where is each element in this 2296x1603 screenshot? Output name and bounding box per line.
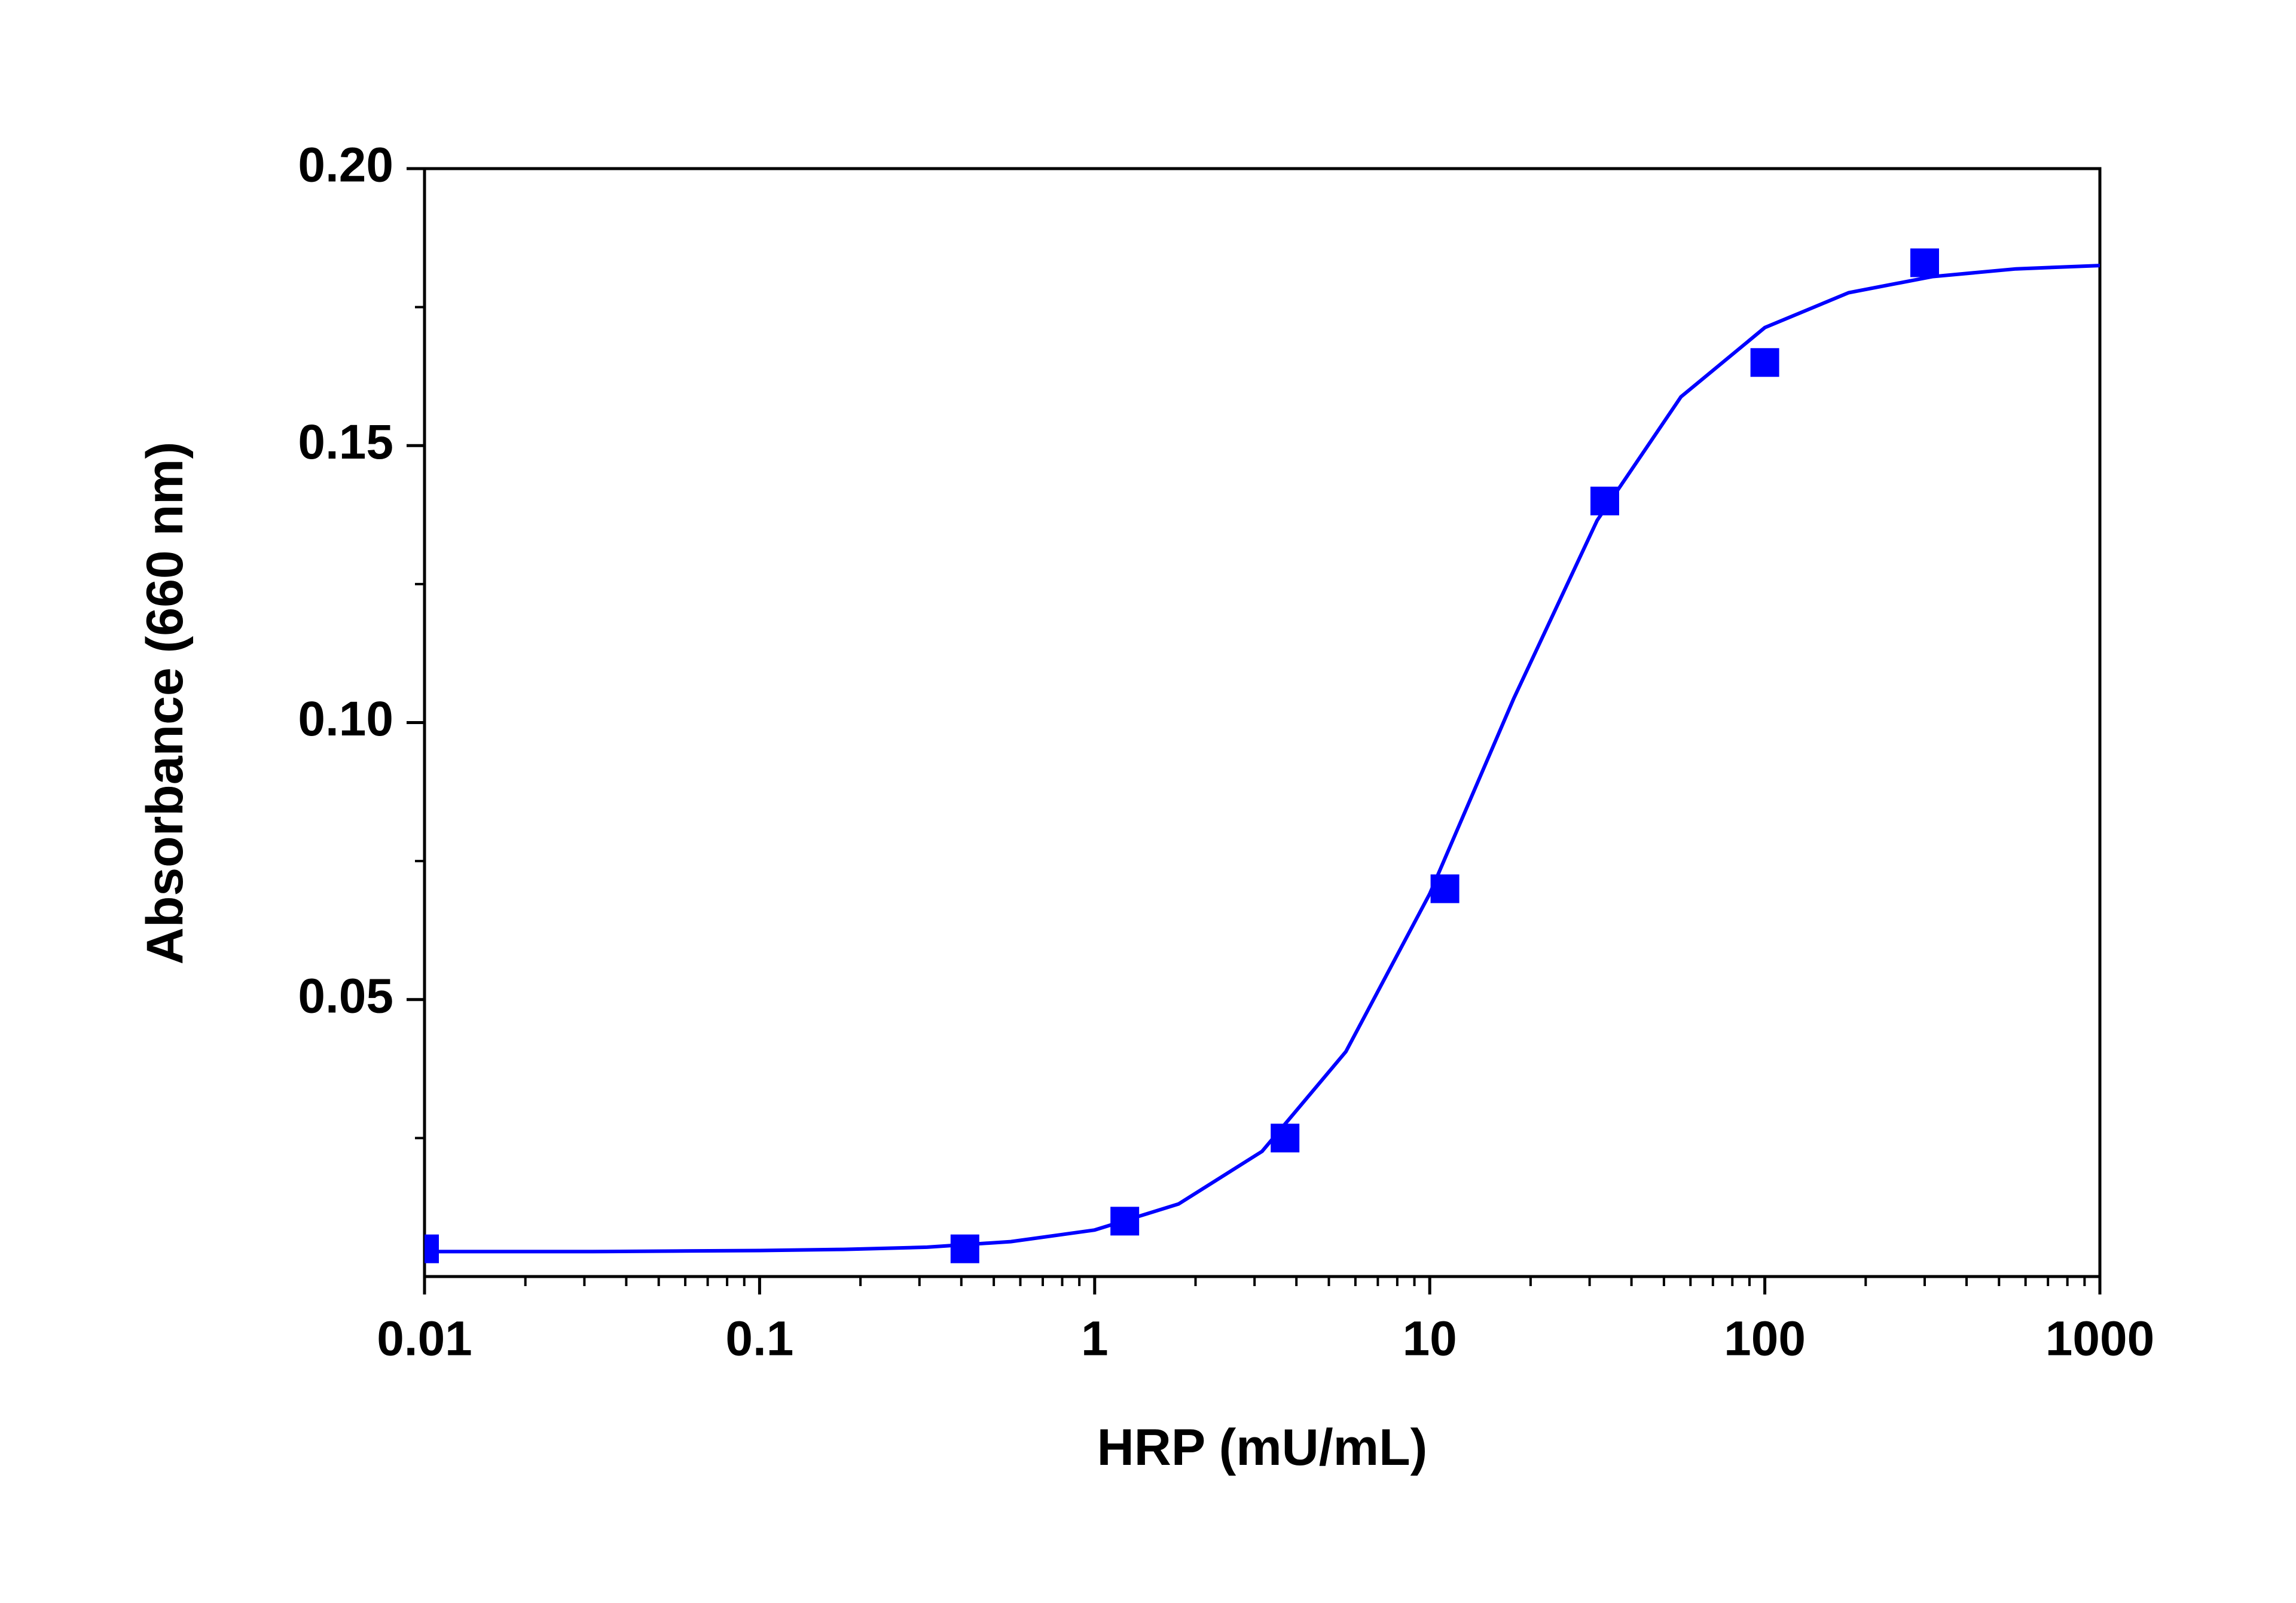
x-tick-label: 1: [1081, 1312, 1109, 1366]
data-point: [950, 1234, 979, 1263]
y-tick-label: 0.20: [298, 138, 393, 193]
data-point: [1750, 348, 1779, 377]
x-tick-label: 1000: [2045, 1312, 2154, 1366]
x-tick-label: 0.01: [377, 1312, 472, 1366]
x-tick-label: 10: [1403, 1312, 1457, 1366]
y-tick-label: 0.05: [298, 969, 393, 1023]
y-tick-label: 0.15: [298, 415, 393, 469]
y-axis-title: Absorbance (660 nm): [136, 442, 194, 965]
fit-curve: [425, 264, 2100, 1254]
y-tick-label: 0.10: [298, 692, 393, 746]
data-point: [1910, 248, 1939, 277]
x-tick-label: 0.1: [725, 1312, 793, 1366]
x-axis-title: HRP (mU/mL): [1097, 1419, 1428, 1476]
x-tick-label: 100: [1724, 1312, 1806, 1366]
plot-frame: [423, 167, 2102, 1278]
data-point: [425, 1234, 439, 1263]
plot-area: [425, 248, 2100, 1263]
